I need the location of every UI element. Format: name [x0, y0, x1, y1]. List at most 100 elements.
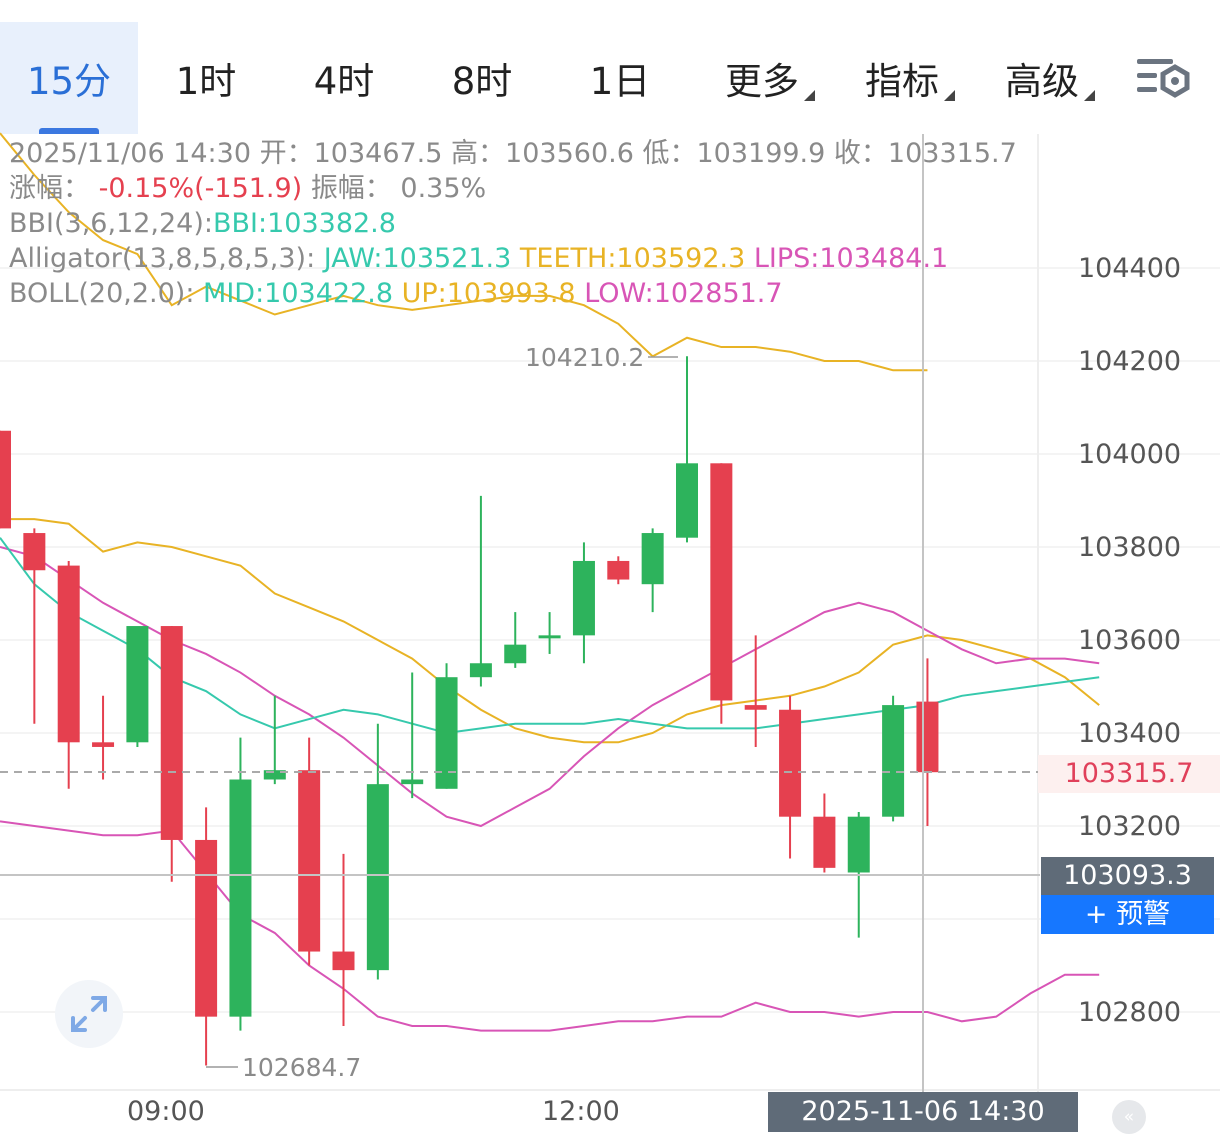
change-value: -0.15%(-151.9) [98, 173, 303, 204]
candle-body [298, 770, 321, 952]
candle [229, 737, 252, 1031]
candle [0, 430, 11, 529]
candle-body [57, 565, 80, 743]
candle-body [195, 839, 218, 1017]
low-value: 103199.9 [696, 138, 826, 169]
tab-label: 更多 [725, 51, 815, 105]
tab-label: 高级 [1005, 51, 1095, 105]
expand-icon[interactable] [55, 980, 123, 1048]
candle-body [435, 677, 458, 789]
y-tick-label: 103800 [1078, 532, 1182, 563]
candle-body [641, 533, 664, 585]
high-label: 高： [451, 138, 506, 169]
candle-body [366, 784, 389, 971]
candle-body [23, 533, 46, 571]
x-tick-label: 12:00 [542, 1096, 620, 1127]
change-row: 涨幅： -0.15%(-151.9) 振幅： 0.35% [9, 174, 486, 204]
candle [710, 463, 733, 724]
bbi-row: BBI(3,6,12,24):BBI:103382.8 [9, 209, 396, 239]
boll-up-value: UP:103993.8 [401, 278, 576, 309]
boll-upper-band-line [0, 132, 928, 372]
jaw-value: JAW:103521.3 [323, 243, 512, 274]
candle-body [0, 430, 11, 529]
y-tick-label: 103200 [1078, 811, 1182, 842]
tab-advanced-dropdown[interactable]: 高级 [992, 22, 1095, 134]
tab-more-dropdown[interactable]: 更多 [712, 22, 815, 134]
active-tab-indicator [39, 128, 99, 134]
tab-label: 1时 [175, 60, 237, 103]
candle-body [504, 644, 527, 664]
candle-body [160, 626, 183, 840]
tab-15m[interactable]: 15分 [0, 22, 138, 134]
candle [126, 626, 149, 747]
candle-body [572, 560, 595, 636]
boll-lower-band-line [0, 820, 1100, 1032]
candle [263, 695, 286, 785]
candle-body [813, 816, 836, 868]
lips-line [0, 546, 1100, 828]
chart-settings-icon[interactable] [1135, 55, 1191, 105]
candle-body [847, 816, 870, 873]
candle-body [607, 560, 630, 580]
bbi-label: BBI(3,6,12,24): [9, 208, 213, 239]
amplitude-label: 振幅： [310, 173, 392, 204]
candle-body [676, 463, 698, 538]
candle-body [882, 705, 905, 817]
teeth-line [0, 518, 1100, 744]
candle [744, 635, 767, 747]
candle [779, 695, 802, 859]
candle [401, 672, 424, 799]
bbi-value: BBI:103382.8 [213, 208, 396, 239]
open-label: 开： [259, 138, 314, 169]
interval-tab-bar: 15分 1时 4时 8时 1日 更多 指标 高级 [0, 0, 1220, 134]
tab-1d[interactable]: 1日 [572, 22, 668, 134]
y-tick-label: 102800 [1078, 997, 1182, 1028]
candle [676, 356, 698, 543]
add-alert-button[interactable]: + 预警 [1041, 895, 1214, 934]
jaw-line [0, 537, 1100, 735]
candle [332, 853, 355, 1026]
alligator-label: Alligator(13,8,5,8,5,3): [9, 243, 316, 274]
candle [366, 723, 389, 980]
candle [435, 663, 458, 789]
max-price-label: 104210.2 [525, 343, 645, 372]
candle-body [229, 779, 252, 1017]
boll-label: BOLL(20,2.0): [9, 278, 195, 309]
candle [572, 542, 595, 664]
candle [160, 626, 183, 882]
indicator-lines [0, 132, 1100, 1032]
candle-body [469, 663, 492, 678]
tab-label: 15分 [26, 60, 112, 103]
current-price-tag: 103315.7 [1038, 755, 1220, 793]
low-label: 低： [642, 138, 697, 169]
tab-label: 4时 [313, 60, 375, 103]
lips-value: LIPS:103484.1 [753, 243, 949, 274]
close-label: 收： [833, 138, 888, 169]
tab-4h[interactable]: 4时 [296, 22, 392, 134]
scroll-to-latest-icon[interactable]: « [1112, 1100, 1146, 1134]
tab-8h[interactable]: 8时 [434, 22, 530, 134]
tab-indicators-dropdown[interactable]: 指标 [852, 22, 955, 134]
candles [0, 356, 939, 1066]
candle [92, 695, 115, 780]
tab-label: 1日 [589, 60, 651, 103]
crosshair-time-tag: 2025-11-06 14:30 [768, 1092, 1078, 1132]
candle [607, 556, 630, 585]
amplitude-value: 0.35% [400, 173, 487, 204]
candle-body [126, 626, 149, 743]
candle-body [710, 463, 733, 701]
y-tick-label: 104200 [1078, 346, 1182, 377]
chart-gridlines [0, 267, 1220, 1013]
y-tick-label: 103600 [1078, 625, 1182, 656]
candle [57, 560, 80, 789]
tab-1h[interactable]: 1时 [158, 22, 254, 134]
candle [195, 807, 218, 1066]
tab-label: 8时 [451, 60, 513, 103]
candle [504, 612, 527, 668]
candle [882, 695, 905, 822]
boll-row: BOLL(20,2.0): MID:103422.8 UP:103993.8 L… [9, 279, 783, 309]
candle-body [263, 770, 286, 780]
teeth-value: TEETH:103592.3 [519, 243, 746, 274]
crosshair-price-tag: 103093.3 [1041, 857, 1214, 895]
